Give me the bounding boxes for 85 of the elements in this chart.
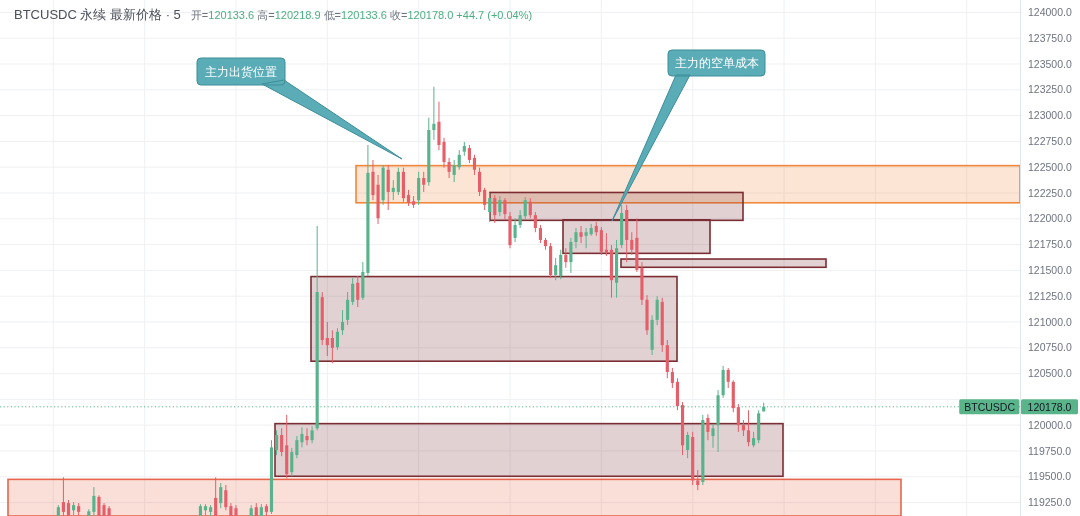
candlestick — [92, 486, 96, 516]
y-tick-label: 123250.0 — [1028, 83, 1072, 96]
candlestick — [290, 447, 294, 477]
candlestick — [295, 435, 299, 459]
annotation: 主力的空单成本 — [674, 56, 759, 70]
candlestick — [483, 187, 487, 211]
y-tick-label: 119750.0 — [1028, 444, 1072, 457]
candlestick — [346, 291, 350, 326]
candlestick — [447, 157, 451, 179]
y-tick-label: 119250.0 — [1028, 496, 1072, 509]
candlestick — [513, 217, 517, 243]
candlestick — [493, 194, 497, 224]
candlestick — [325, 321, 329, 357]
candlestick — [61, 476, 66, 516]
candlestick — [330, 329, 334, 364]
candlestick — [300, 426, 304, 448]
candlestick — [498, 195, 502, 217]
candlestick — [726, 367, 730, 389]
candlestick — [472, 154, 477, 176]
y-tick-label: 121750.0 — [1028, 238, 1072, 251]
y-tick-label: 120750.0 — [1028, 341, 1072, 354]
y-tick-label: 122750.0 — [1028, 134, 1072, 147]
candlestick — [599, 226, 603, 256]
candlestick — [452, 159, 456, 183]
candlestick — [340, 309, 345, 336]
y-tick-label: 122250.0 — [1028, 186, 1072, 199]
y-tick-label: 123000.0 — [1028, 109, 1072, 122]
y-tick-label: 121500.0 — [1028, 263, 1072, 276]
candlestick — [477, 167, 482, 197]
candlestick — [518, 209, 522, 229]
candlestick — [432, 86, 436, 141]
text: BTCUSDC 永续 最新价格 · 5 — [14, 6, 181, 22]
candlestick — [579, 225, 583, 244]
candlestick — [280, 427, 284, 457]
y-tick-label: 122000.0 — [1028, 212, 1072, 225]
candlestick — [538, 224, 543, 244]
candlestick — [386, 164, 390, 211]
candlestick — [686, 431, 690, 459]
candlestick — [670, 367, 674, 389]
candlestick — [335, 327, 340, 351]
y-tick-label: 120500.0 — [1028, 367, 1072, 380]
candlestick — [356, 275, 360, 308]
text: 开=120133.6 高=120218.9 低=120133.6 收=120178.0 +44.7 (+0.04%) — [190, 8, 533, 21]
candlestick — [467, 144, 471, 164]
candlestick — [746, 409, 751, 447]
candlestick — [533, 211, 537, 233]
candlestick — [655, 295, 659, 326]
candlestick — [528, 197, 532, 219]
text: 120178.0 — [1027, 400, 1072, 413]
candlestick — [396, 167, 400, 196]
y-tick-label: 119500.0 — [1028, 470, 1072, 483]
candlestick — [736, 403, 740, 433]
candlestick — [219, 482, 223, 509]
candlestick — [559, 249, 563, 280]
candlestick — [224, 484, 228, 511]
ref-line-label: BTCUSDC — [964, 400, 1016, 413]
candlestick — [422, 171, 426, 193]
candlestick — [391, 179, 395, 201]
annotation: 主力出货位置 — [205, 64, 277, 79]
candlestick — [417, 171, 421, 206]
candlestick — [706, 413, 710, 441]
candlestick — [696, 469, 700, 491]
candlestick — [584, 227, 588, 249]
candlestick — [554, 257, 558, 281]
candlestick — [564, 247, 568, 269]
y-tick-label: 124000.0 — [1028, 5, 1072, 18]
y-tick-label: 123500.0 — [1028, 57, 1072, 70]
y-tick-label: 121000.0 — [1028, 315, 1072, 328]
candlestick — [503, 197, 507, 221]
candlestick — [274, 429, 279, 456]
candlestick — [523, 196, 527, 221]
candlestick — [630, 231, 634, 256]
candlestick — [457, 149, 461, 171]
y-tick-label: 121250.0 — [1028, 289, 1072, 302]
candlestick — [569, 237, 573, 274]
candlestick — [711, 423, 715, 449]
candlestick — [488, 192, 492, 223]
candlestick — [305, 427, 309, 446]
y-tick-label: 120000.0 — [1028, 418, 1072, 431]
candlestick — [604, 232, 608, 257]
y-tick-label: 123750.0 — [1028, 31, 1072, 44]
y-tick-label: 122500.0 — [1028, 160, 1072, 173]
candlestick — [574, 227, 578, 249]
candlestick — [214, 476, 218, 516]
candlestick — [351, 277, 355, 306]
